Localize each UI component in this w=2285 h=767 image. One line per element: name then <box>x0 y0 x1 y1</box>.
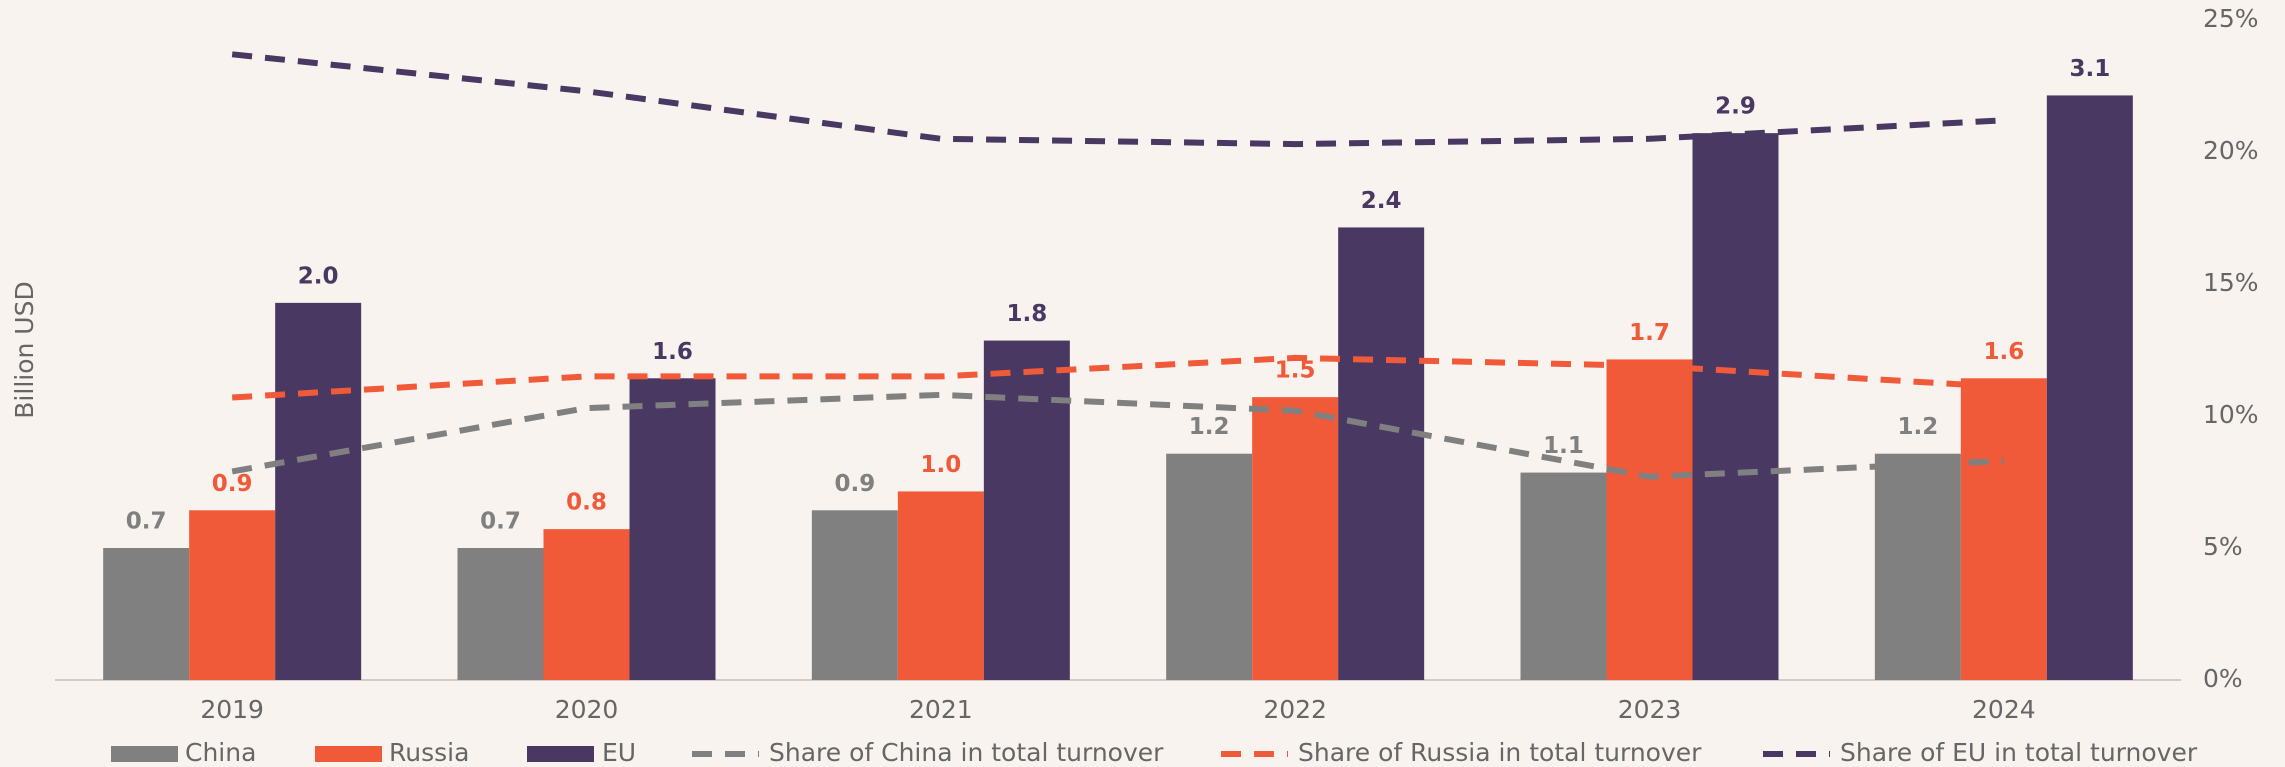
data-label: 0.7 <box>126 509 167 535</box>
bar <box>1960 378 2047 680</box>
bar <box>2046 95 2133 680</box>
x-tick-label: 2022 <box>1263 695 1327 724</box>
bar <box>1338 227 1425 680</box>
y2-tick-label: 10% <box>2203 400 2259 429</box>
bar <box>1692 133 1779 681</box>
y-axis-label: Billion USD <box>10 281 39 418</box>
legend-swatch <box>527 746 594 762</box>
line <box>231 391 2004 480</box>
data-label: 1.0 <box>920 452 961 478</box>
bar <box>1606 359 1693 680</box>
bar <box>1252 397 1339 680</box>
data-label: 2.9 <box>1715 94 1756 120</box>
data-label: 1.2 <box>1897 414 1938 440</box>
bar <box>543 529 630 680</box>
data-label: 3.1 <box>2069 56 2110 82</box>
legend-label: China <box>185 738 256 767</box>
y2-tick-label: 20% <box>2203 136 2259 165</box>
legend-swatch <box>315 746 382 762</box>
legend-label: EU <box>602 738 636 767</box>
data-label: 2.0 <box>298 263 339 289</box>
data-label: 1.7 <box>1629 320 1670 346</box>
data-label: 1.5 <box>1275 358 1316 384</box>
data-label: 0.7 <box>480 509 521 535</box>
data-label: 0.8 <box>566 490 607 516</box>
x-tick-label: 2020 <box>555 695 619 724</box>
data-label: 1.1 <box>1543 433 1584 459</box>
y2-tick-label: 0% <box>2203 664 2243 693</box>
bar <box>189 510 276 680</box>
bar <box>811 510 898 680</box>
legend-swatch <box>111 746 178 762</box>
data-label: 0.9 <box>212 471 253 497</box>
bar <box>629 378 716 680</box>
bar <box>275 302 362 680</box>
data-label: 1.6 <box>1983 339 2024 365</box>
data-label: 1.6 <box>652 339 693 365</box>
legend-label: Share of Russia in total turnover <box>1298 738 1702 767</box>
data-label: 1.8 <box>1006 301 1047 327</box>
bar <box>897 491 984 680</box>
y2-tick-label: 5% <box>2203 532 2243 561</box>
data-label: 0.9 <box>834 471 875 497</box>
bar <box>1874 453 1961 680</box>
data-label: 1.2 <box>1189 414 1230 440</box>
x-tick-label: 2021 <box>909 695 973 724</box>
x-tick-label: 2023 <box>1618 695 1682 724</box>
x-tick-label: 2019 <box>200 695 264 724</box>
legend-label: Share of EU in total turnover <box>1840 738 2198 767</box>
y2-tick-label: 25% <box>2203 4 2259 33</box>
bar <box>1520 472 1607 680</box>
bar <box>983 340 1070 680</box>
y2-tick-label: 15% <box>2203 268 2259 297</box>
bar <box>1166 453 1253 680</box>
bar <box>103 548 190 680</box>
legend-label: Share of China in total turnover <box>769 738 1164 767</box>
x-tick-label: 2024 <box>1972 695 2036 724</box>
legend-label: Russia <box>389 738 469 767</box>
bar <box>457 548 544 680</box>
data-label: 2.4 <box>1361 188 1402 214</box>
